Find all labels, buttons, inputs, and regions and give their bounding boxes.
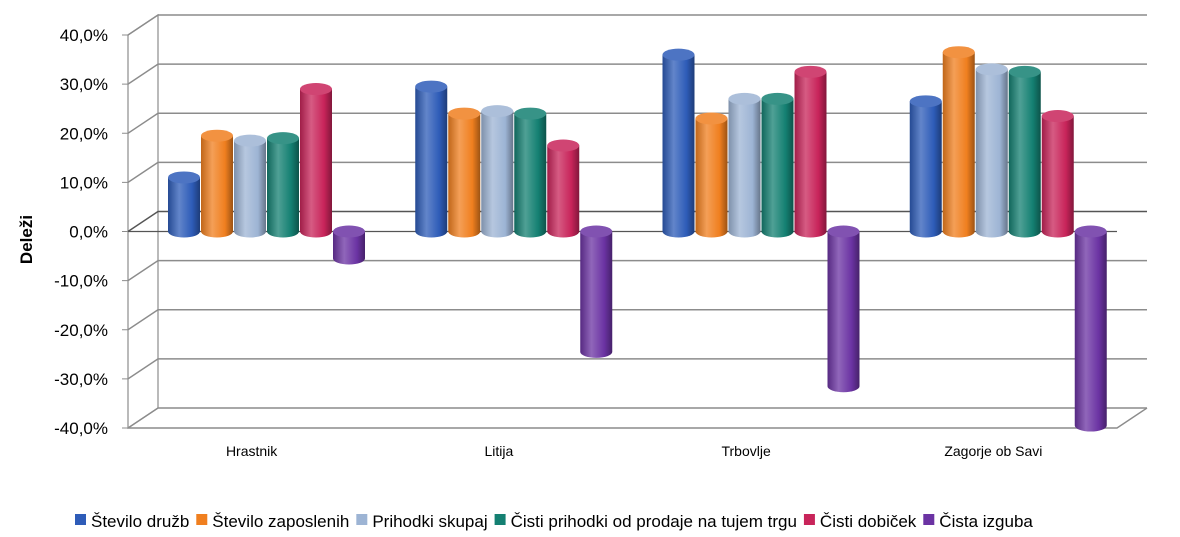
bar [547, 139, 580, 238]
y-tick-label: 40,0% [60, 26, 108, 45]
y-tick-label: 0,0% [69, 223, 108, 242]
legend-label: Čista izguba [939, 512, 1033, 531]
y-tick-label: -30,0% [54, 370, 108, 389]
legend-item: Število zaposlenih [196, 512, 349, 531]
y-tick-label: -20,0% [54, 321, 108, 340]
legend-swatch [196, 514, 208, 525]
bar [481, 105, 514, 238]
legend-item: Prihodki skupaj [356, 512, 488, 531]
gridline [127, 63, 1147, 85]
legend-swatch [75, 514, 86, 525]
bar [942, 46, 975, 238]
gridlines [127, 14, 1148, 429]
x-category-label: Zagorje ob Savi [944, 443, 1042, 459]
legend-swatch [923, 514, 935, 525]
y-tick-label: 10,0% [60, 173, 108, 192]
bar [168, 171, 200, 238]
bar [267, 132, 299, 238]
bar [1008, 65, 1041, 238]
legend-swatch [356, 514, 368, 525]
bar [415, 80, 448, 238]
bar [1074, 225, 1107, 432]
bar [333, 225, 365, 265]
bars [168, 46, 1107, 432]
bar [695, 112, 728, 238]
legend-swatch [494, 514, 506, 525]
y-tick-label: 30,0% [60, 75, 108, 94]
legend-label: Število zaposlenih [212, 512, 349, 531]
x-category-label: Hrastnik [226, 443, 278, 459]
bar [448, 107, 481, 238]
legend: Število družb Število zaposlenih Prihodki … [75, 512, 1033, 531]
x-category-label: Trbovlje [721, 443, 770, 459]
bar [580, 225, 613, 358]
bar [234, 134, 266, 238]
bar [827, 225, 860, 393]
y-axis-ticks: 40,0% 30,0% 20,0% 10,0% 0,0% -10,0% -20,0% -30,… [54, 26, 128, 438]
bar [514, 107, 547, 238]
legend-item: Čisti dobiček [803, 512, 917, 531]
legend-item: Čisti prihodki od prodaje na tujem trgu [494, 512, 797, 531]
legend-label: Čisti prihodki od prodaje na tujem trgu [511, 512, 797, 531]
legend-item: Čista izguba [923, 512, 1033, 531]
bar [975, 63, 1008, 238]
gridline [127, 14, 1147, 36]
legend-item: Število družb [75, 512, 189, 531]
bar [761, 92, 794, 238]
bar [794, 65, 827, 238]
bar [201, 129, 233, 238]
legend-label: Število družb [91, 512, 189, 531]
bar [300, 83, 332, 238]
gridline [127, 309, 1147, 331]
floor-edge [128, 407, 1148, 429]
y-tick-label: -40,0% [54, 419, 108, 438]
bar [909, 95, 942, 238]
legend-label: Čisti dobiček [820, 512, 917, 531]
bar [728, 92, 761, 238]
gridline [127, 358, 1147, 380]
x-category-label: Litija [484, 443, 513, 459]
y-tick-label: -10,0% [54, 272, 108, 291]
y-axis-label: Deleži [17, 215, 36, 264]
y-tick-label: 20,0% [60, 124, 108, 143]
legend-label: Prihodki skupaj [372, 512, 487, 531]
x-axis-categories: Hrastnik Litija Trbovlje Zagorje ob Savi [226, 443, 1042, 459]
bar [1041, 110, 1074, 238]
bar [662, 48, 695, 238]
legend-swatch [803, 514, 815, 525]
gridline [127, 407, 1147, 429]
gridline [127, 259, 1147, 282]
